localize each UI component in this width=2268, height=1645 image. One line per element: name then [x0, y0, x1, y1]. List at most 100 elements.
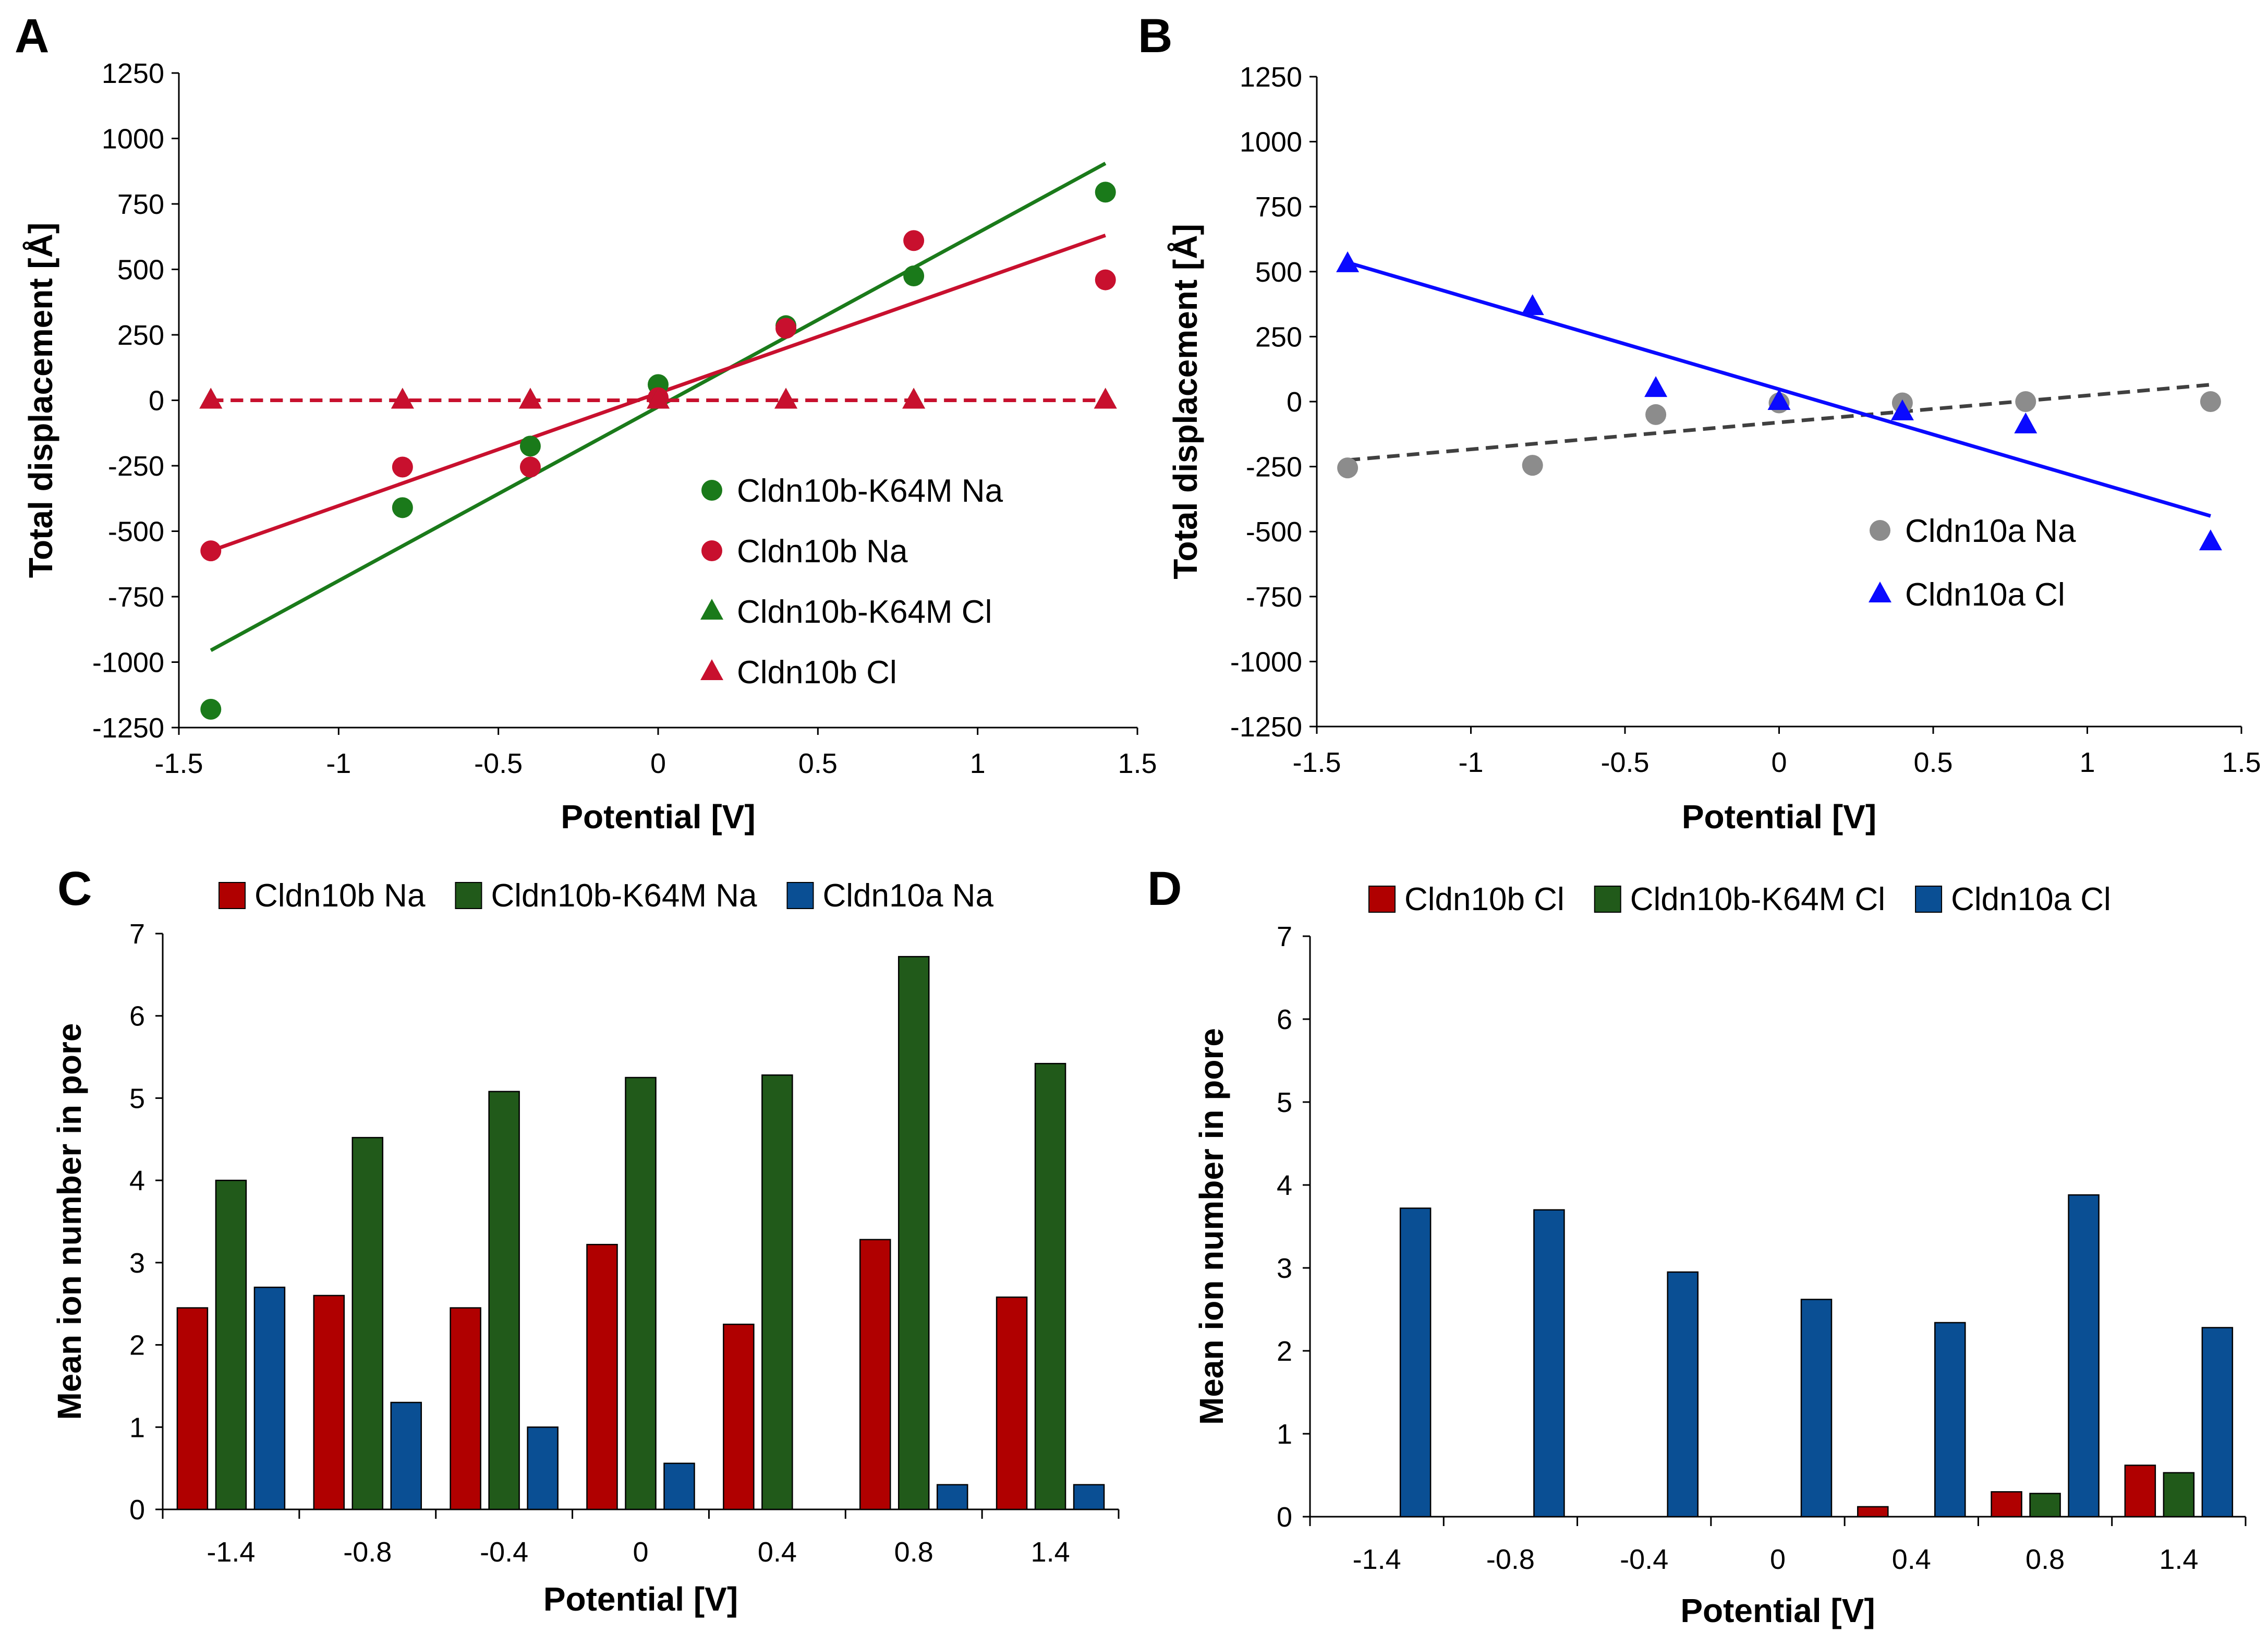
y-tick-label-a: 1250 [102, 58, 164, 89]
bar-cldn10a-na [253, 1286, 286, 1510]
bar-cldn10a-na [527, 1426, 559, 1510]
x-tick-label-c: -0.8 [343, 1537, 392, 1568]
data-point-cldn10a-na [2015, 391, 2036, 412]
x-tick-label-c: 0.8 [894, 1537, 933, 1568]
data-point-cldn10b-k64m-na [903, 265, 925, 287]
bar-cldn10a-na [663, 1462, 695, 1510]
bar-cldn10b-na [450, 1307, 481, 1510]
fit-line-cldn10a-na [1347, 383, 2211, 462]
x-tick-label-a: -1 [326, 748, 351, 779]
data-point-cldn10a-na [1337, 457, 1359, 479]
y-tick-label-b: 500 [1255, 257, 1302, 288]
y-tick-label-b: 250 [1255, 321, 1302, 353]
legend-label-cldn10b-cl: Cldn10b Cl [737, 655, 897, 691]
y-tick-label-b: 1000 [1240, 127, 1302, 158]
panel-label-a: A [15, 9, 49, 63]
data-point-cldn10b-k64m-na [1095, 182, 1116, 203]
legend-label-cldn10a-na: Cldn10a Na [1905, 513, 2076, 549]
bar-cldn10b-k64m-na [215, 1179, 247, 1510]
y-tick-label-a: 250 [117, 320, 164, 351]
legend-label-cldn10b-na: Cldn10b Na [737, 534, 908, 570]
legend-marker-cldn10b-k64m-na [701, 480, 722, 501]
bar-cldn10b-na [313, 1295, 345, 1510]
data-point-cldn10b-cl [902, 388, 926, 409]
data-point-cldn10b-cl [199, 388, 223, 409]
data-point-cldn10b-cl [1094, 388, 1117, 409]
data-point-cldn10a-cl [1890, 399, 1914, 420]
bar-cldn10b-k64m-na [761, 1074, 793, 1510]
legend-label-cldn10b-k64m-na: Cldn10b-K64M Na [491, 878, 757, 914]
bar-cldn10a-cl [1934, 1322, 1966, 1518]
x-tick-label-b: 0 [1771, 747, 1787, 778]
y-tick-label-d: 5 [1277, 1087, 1292, 1118]
bar-cldn10b-cl [1857, 1506, 1889, 1518]
y-tick-label-a: -500 [108, 516, 164, 548]
bar-cldn10b-na [586, 1243, 618, 1510]
data-point-cldn10b-na [392, 456, 413, 478]
x-tick-label-b: 0.5 [1913, 747, 1952, 778]
bar-cldn10b-k64m-na [1034, 1062, 1066, 1510]
y-tick-label-c: 6 [129, 1001, 145, 1032]
y-axis-title-c: Mean ion number in pore [51, 1023, 88, 1420]
bar-cldn10a-cl [1533, 1209, 1565, 1518]
y-tick-label-a: -1000 [92, 647, 164, 679]
legend-swatch-cldn10a-na [786, 882, 814, 909]
x-tick-label-c: -0.4 [480, 1537, 528, 1568]
bar-cldn10a-na [1073, 1484, 1105, 1510]
x-tick-label-d: -0.8 [1486, 1544, 1535, 1575]
panel-label-b: B [1138, 9, 1172, 63]
y-tick-label-a: 500 [117, 255, 164, 286]
y-axis-title-b: Total displacement [Å] [1167, 224, 1204, 579]
legend-swatch-cldn10b-na [219, 882, 246, 909]
bar-cldn10a-cl [1667, 1271, 1699, 1518]
x-tick-label-a: 0 [650, 748, 666, 779]
y-tick-label-a: -750 [108, 582, 164, 613]
bar-cldn10b-k64m-na [351, 1136, 384, 1510]
x-axis-title-b: Potential [V] [1682, 798, 1876, 836]
data-point-cldn10b-k64m-na [392, 497, 413, 518]
data-point-cldn10b-na [775, 318, 797, 339]
x-tick-label-c: 0.4 [758, 1537, 797, 1568]
x-tick-label-a: 1.5 [1118, 748, 1157, 779]
y-axis-title-d: Mean ion number in pore [1193, 1028, 1230, 1425]
y-tick-label-d: 6 [1277, 1004, 1292, 1035]
legend-label-cldn10a-na: Cldn10a Na [822, 878, 993, 914]
x-tick-label-a: 0.5 [798, 748, 838, 779]
data-point-cldn10b-na [519, 456, 541, 478]
y-tick-label-c: 2 [129, 1330, 145, 1361]
bar-cldn10a-na [936, 1484, 968, 1510]
x-tick-label-c: 0 [633, 1537, 648, 1568]
x-tick-label-d: 0 [1770, 1544, 1786, 1575]
data-point-cldn10a-cl [1521, 294, 1544, 316]
legend-label-cldn10a-cl: Cldn10a Cl [1905, 577, 2065, 613]
chart-panel-d: 0 1 2 3 4 5 6 7 -1.4 -0.8 -0.4 0 0.4 0.8 1.4 Potential … [1193, 881, 2247, 1629]
bar-cldn10b-cl [1991, 1491, 2022, 1518]
y-tick-label-a: -1250 [92, 712, 164, 744]
data-point-cldn10a-cl [2014, 412, 2037, 433]
bar-cldn10b-na [723, 1323, 755, 1510]
legend-marker-cldn10b-k64m-cl [700, 599, 723, 620]
y-tick-label-a: -250 [108, 451, 164, 482]
x-tick-label-b: -0.5 [1600, 747, 1649, 778]
x-tick-label-a: 1 [970, 748, 986, 779]
y-tick-label-b: 1250 [1240, 62, 1302, 93]
bar-cldn10b-k64m-cl [2029, 1493, 2061, 1518]
y-tick-label-b: -500 [1246, 516, 1302, 548]
bar-cldn10a-cl [2068, 1194, 2100, 1518]
x-tick-label-c: 1.4 [1031, 1537, 1070, 1568]
bar-cldn10a-na [390, 1401, 422, 1510]
data-point-cldn10a-na [1522, 455, 1543, 476]
data-point-cldn10a-cl [2199, 529, 2222, 551]
x-tick-label-a: -1.5 [154, 748, 203, 779]
x-tick-label-b: 1 [2079, 747, 2095, 778]
y-tick-label-a: 750 [117, 189, 164, 220]
data-point-cldn10b-na [200, 540, 222, 562]
y-tick-label-b: -1000 [1230, 646, 1302, 678]
legend-label-cldn10a-cl: Cldn10a Cl [1951, 881, 2111, 917]
y-tick-label-c: 1 [129, 1412, 145, 1443]
chart-panel-c: 0 1 2 3 4 5 6 7 -1.4 -0.8 -0.4 0 0.4 0.8 1.4 Potential … [51, 878, 1120, 1618]
x-axis-title-d: Potential [V] [1680, 1592, 1875, 1629]
y-tick-label-d: 1 [1277, 1419, 1292, 1450]
y-tick-label-d: 2 [1277, 1336, 1292, 1367]
